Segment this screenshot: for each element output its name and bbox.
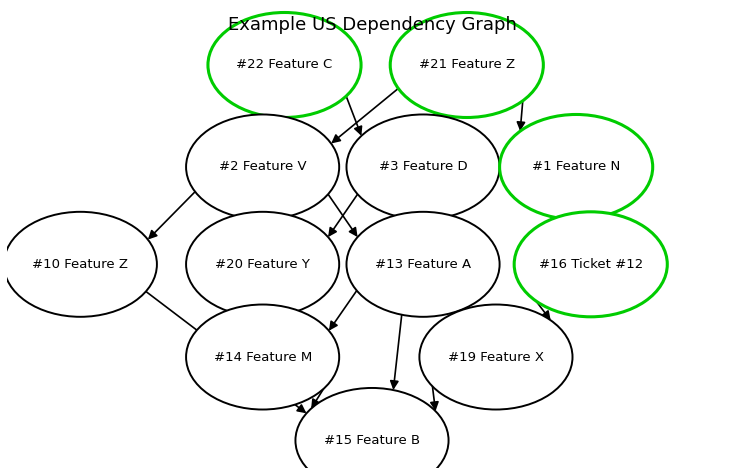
Text: #3 Feature D: #3 Feature D: [379, 160, 467, 174]
Text: #14 Feature M: #14 Feature M: [214, 350, 312, 364]
Ellipse shape: [420, 305, 573, 410]
Ellipse shape: [390, 12, 543, 117]
Text: #16 Ticket #12: #16 Ticket #12: [539, 258, 643, 271]
Text: Example US Dependency Graph: Example US Dependency Graph: [228, 17, 516, 35]
Text: #20 Feature Y: #20 Feature Y: [215, 258, 310, 271]
Ellipse shape: [295, 388, 449, 473]
Ellipse shape: [186, 212, 339, 317]
Ellipse shape: [514, 212, 667, 317]
Text: #21 Feature Z: #21 Feature Z: [419, 59, 515, 71]
Ellipse shape: [4, 212, 157, 317]
Ellipse shape: [186, 305, 339, 410]
Ellipse shape: [347, 114, 500, 219]
Ellipse shape: [208, 12, 361, 117]
Ellipse shape: [186, 114, 339, 219]
Text: #22 Feature C: #22 Feature C: [237, 59, 333, 71]
Text: #1 Feature N: #1 Feature N: [532, 160, 620, 174]
Text: #10 Feature Z: #10 Feature Z: [32, 258, 129, 271]
Text: #13 Feature A: #13 Feature A: [375, 258, 471, 271]
Text: #15 Feature B: #15 Feature B: [324, 434, 420, 447]
Ellipse shape: [347, 212, 500, 317]
Text: #19 Feature X: #19 Feature X: [448, 350, 544, 364]
Ellipse shape: [500, 114, 652, 219]
Text: #2 Feature V: #2 Feature V: [219, 160, 307, 174]
